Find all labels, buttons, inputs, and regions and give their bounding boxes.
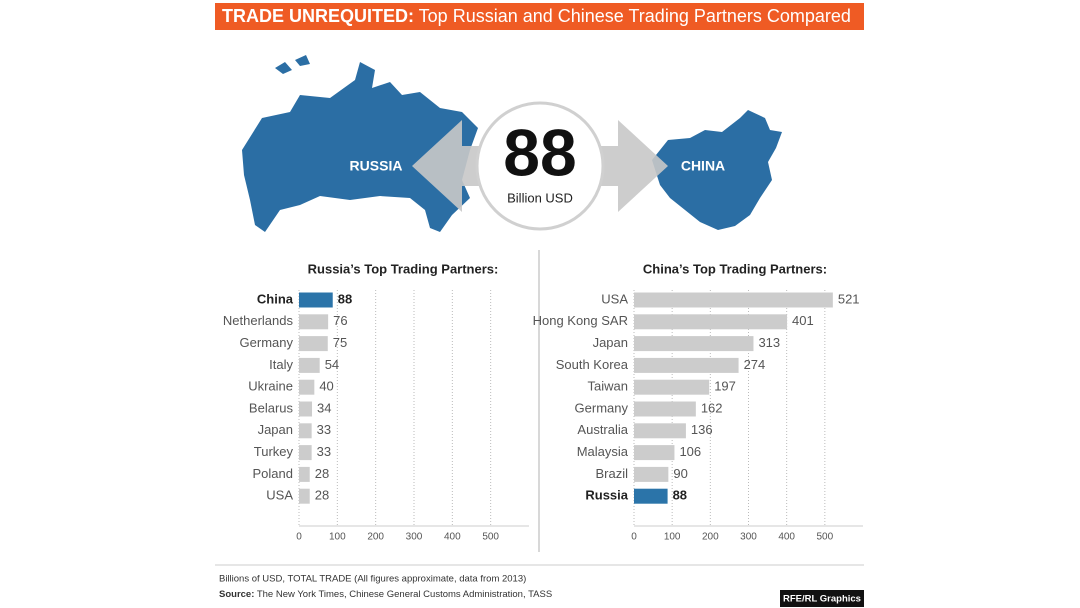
category-label: USA: [601, 291, 628, 306]
category-label: Poland: [253, 466, 293, 481]
chart-title: China’s Top Trading Partners:: [643, 261, 827, 276]
category-label: Italy: [269, 357, 293, 372]
bar: [634, 336, 754, 352]
x-tick-label: 500: [816, 532, 833, 543]
bar: [634, 357, 739, 373]
category-label: Russia: [585, 488, 628, 503]
category-label: Taiwan: [588, 379, 628, 394]
source-label: Source:: [219, 589, 254, 600]
total-unit: Billion USD: [507, 190, 573, 205]
china-label: CHINA: [681, 158, 725, 174]
source-text: The New York Times, Chinese General Cust…: [254, 589, 552, 600]
footer-note: Billions of USD, TOTAL TRADE (All figure…: [219, 574, 526, 585]
bar: [299, 423, 312, 439]
bar: [299, 292, 333, 308]
bar: [299, 401, 313, 417]
value-label: 274: [744, 357, 766, 372]
category-label: Germany: [575, 400, 629, 415]
value-label: 162: [701, 400, 723, 415]
bar: [634, 488, 668, 504]
bar: [299, 466, 310, 482]
category-label: South Korea: [556, 357, 629, 372]
x-tick-label: 0: [631, 532, 637, 543]
value-label: 521: [838, 291, 860, 306]
bar: [634, 466, 669, 482]
value-label: 33: [317, 422, 331, 437]
value-label: 136: [691, 422, 713, 437]
russia-label: RUSSIA: [350, 158, 403, 174]
category-label: Germany: [240, 335, 294, 350]
value-label: 106: [679, 444, 701, 459]
category-label: Australia: [577, 422, 628, 437]
value-label: 28: [315, 466, 329, 481]
header-title: TRADE UNREQUITED: Top Russian and Chines…: [222, 6, 851, 26]
bar: [299, 336, 328, 352]
total-circle: [475, 101, 605, 231]
value-label: 33: [317, 444, 331, 459]
bar: [299, 314, 329, 330]
russia-islands: [275, 55, 310, 74]
x-tick-label: 300: [406, 532, 423, 543]
value-label: 40: [319, 379, 333, 394]
x-tick-label: 200: [702, 532, 719, 543]
x-tick-label: 200: [367, 532, 384, 543]
value-label: 28: [315, 488, 329, 503]
x-tick-label: 0: [296, 532, 302, 543]
bar: [634, 379, 710, 395]
category-label: China: [257, 291, 294, 306]
category-label: USA: [266, 488, 293, 503]
value-label: 88: [673, 488, 687, 503]
bar: [634, 423, 686, 439]
category-label: Netherlands: [223, 313, 294, 328]
x-tick-label: 400: [444, 532, 461, 543]
credit-box: [780, 590, 864, 607]
category-label: Hong Kong SAR: [533, 313, 628, 328]
bar: [299, 445, 312, 461]
header-title-rest: Top Russian and Chinese Trading Partners…: [414, 6, 851, 26]
value-label: 75: [333, 335, 347, 350]
bar: [299, 379, 315, 395]
value-label: 197: [714, 379, 736, 394]
category-label: Brazil: [595, 466, 628, 481]
x-tick-label: 100: [329, 532, 346, 543]
value-label: 88: [338, 291, 352, 306]
value-label: 401: [792, 313, 814, 328]
russia-map: [242, 62, 478, 232]
bar: [634, 445, 675, 461]
x-tick-label: 300: [740, 532, 757, 543]
value-label: 34: [317, 400, 331, 415]
value-label: 313: [758, 335, 780, 350]
value-label: 76: [333, 313, 347, 328]
bar: [634, 292, 833, 308]
bar: [634, 314, 788, 330]
x-tick-label: 100: [664, 532, 681, 543]
china-map: [652, 110, 782, 230]
x-tick-label: 400: [778, 532, 795, 543]
category-label: Japan: [258, 422, 293, 437]
bar: [299, 488, 310, 504]
category-label: Malaysia: [577, 444, 629, 459]
chart-title: Russia’s Top Trading Partners:: [308, 261, 499, 276]
x-tick-label: 500: [482, 532, 499, 543]
credit: RFE/RL Graphics: [783, 594, 861, 605]
value-label: 90: [673, 466, 687, 481]
header-bar: [215, 3, 864, 30]
header-title-bold: TRADE UNREQUITED:: [222, 6, 414, 26]
bar: [299, 357, 320, 373]
bar: [634, 401, 696, 417]
category-label: Ukraine: [248, 379, 293, 394]
footer-source: Source: The New York Times, Chinese Gene…: [219, 589, 552, 600]
category-label: Turkey: [254, 444, 294, 459]
category-label: Belarus: [249, 400, 294, 415]
category-label: Japan: [593, 335, 628, 350]
value-label: 54: [325, 357, 339, 372]
total-value: 88: [503, 115, 576, 189]
